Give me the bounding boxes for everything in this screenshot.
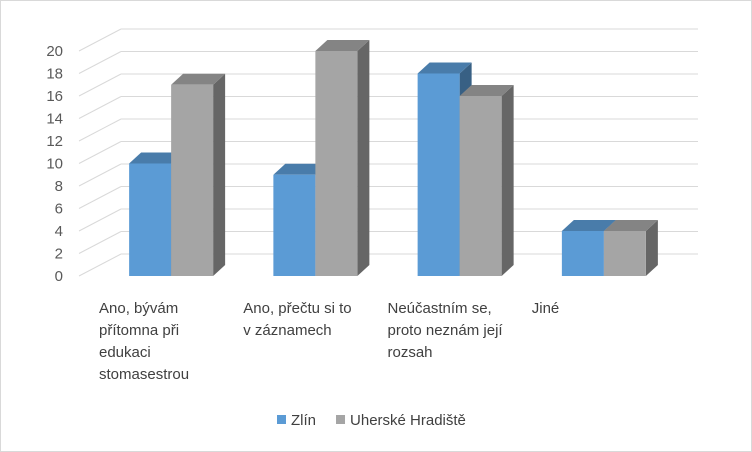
category-label: Ano, přečtu si to v záznamech: [243, 300, 351, 339]
gridline-diagonal: [78, 51, 122, 74]
category-label: Ano, bývám přítomna při edukaci stomasestro…: [99, 300, 189, 383]
bar-side: [645, 220, 658, 276]
bar-1-2: [459, 96, 502, 276]
y-tick-label: 14: [46, 111, 63, 128]
legend-swatch: [336, 415, 346, 424]
legend-label: Uherské Hradiště: [350, 412, 466, 429]
bar-top: [171, 73, 226, 85]
bar-1-0: [171, 84, 214, 276]
gridline-diagonal: [78, 163, 122, 187]
gridline-diagonal: [78, 118, 122, 142]
bar-top: [129, 152, 184, 164]
y-tick-label: 12: [46, 133, 63, 150]
y-tick-label: 6: [55, 201, 63, 218]
bar-top: [459, 85, 514, 96]
gridline-diagonal: [78, 186, 122, 209]
legend-swatch: [277, 415, 286, 424]
bar-side: [213, 73, 226, 276]
category-label: Neúčastním se, proto neznám její rozsah: [388, 300, 504, 361]
y-tick-label: 20: [46, 43, 63, 60]
category-label-line: přítomna při: [99, 322, 179, 339]
bar-0-2: [417, 73, 460, 276]
category-label-line: v záznamech: [243, 322, 331, 339]
category-label-line: Jiné: [532, 300, 560, 317]
category-label-line: Ano, přečtu si to: [243, 300, 351, 317]
gridline-diagonal: [78, 73, 122, 97]
bar-side: [501, 85, 514, 276]
y-tick-label: 10: [46, 156, 63, 173]
y-axis-ticks: 0 2 4 6 8 10 12 14 16 18 20: [46, 43, 63, 285]
y-tick-label: 0: [55, 268, 63, 285]
category-label-line: stomasestrou: [99, 366, 189, 383]
gridline-diagonal: [78, 253, 122, 277]
y-tick-label: 4: [55, 223, 63, 240]
legend: Zlín Uherské Hradiště: [277, 412, 466, 429]
bar-0-3: [561, 231, 604, 276]
bar-0-1: [273, 174, 316, 276]
legend-label: Zlín: [291, 412, 316, 429]
category-label: Jiné: [532, 300, 560, 317]
gridline-diagonal: [78, 28, 122, 52]
bars: [129, 40, 658, 276]
bar-top: [561, 220, 616, 231]
bar-top: [273, 163, 328, 175]
gridline-diagonal: [78, 208, 122, 232]
y-tick-label: 16: [46, 88, 63, 105]
bar-top: [417, 62, 472, 74]
category-label-line: Ano, bývám: [99, 300, 178, 317]
gridline-diagonal: [78, 231, 122, 254]
bar-top: [315, 40, 370, 51]
category-label-line: proto neznám její: [388, 322, 504, 339]
bar-top: [603, 220, 658, 231]
bar-1-3: [603, 231, 646, 276]
gridline-diagonal: [78, 141, 122, 164]
category-label-line: edukaci: [99, 344, 151, 361]
gridline-diagonal: [78, 96, 122, 119]
y-tick-label: 2: [55, 246, 63, 263]
category-label-line: rozsah: [388, 344, 433, 361]
bar-side: [357, 40, 370, 276]
bar-1-1: [315, 51, 358, 276]
bar-0-0: [129, 163, 172, 276]
y-tick-label: 18: [46, 66, 63, 83]
category-label-line: Neúčastním se,: [388, 300, 492, 317]
y-tick-label: 8: [55, 178, 63, 195]
x-axis-categories: Ano, bývám přítomna při edukaci stomasestro…: [99, 300, 559, 383]
